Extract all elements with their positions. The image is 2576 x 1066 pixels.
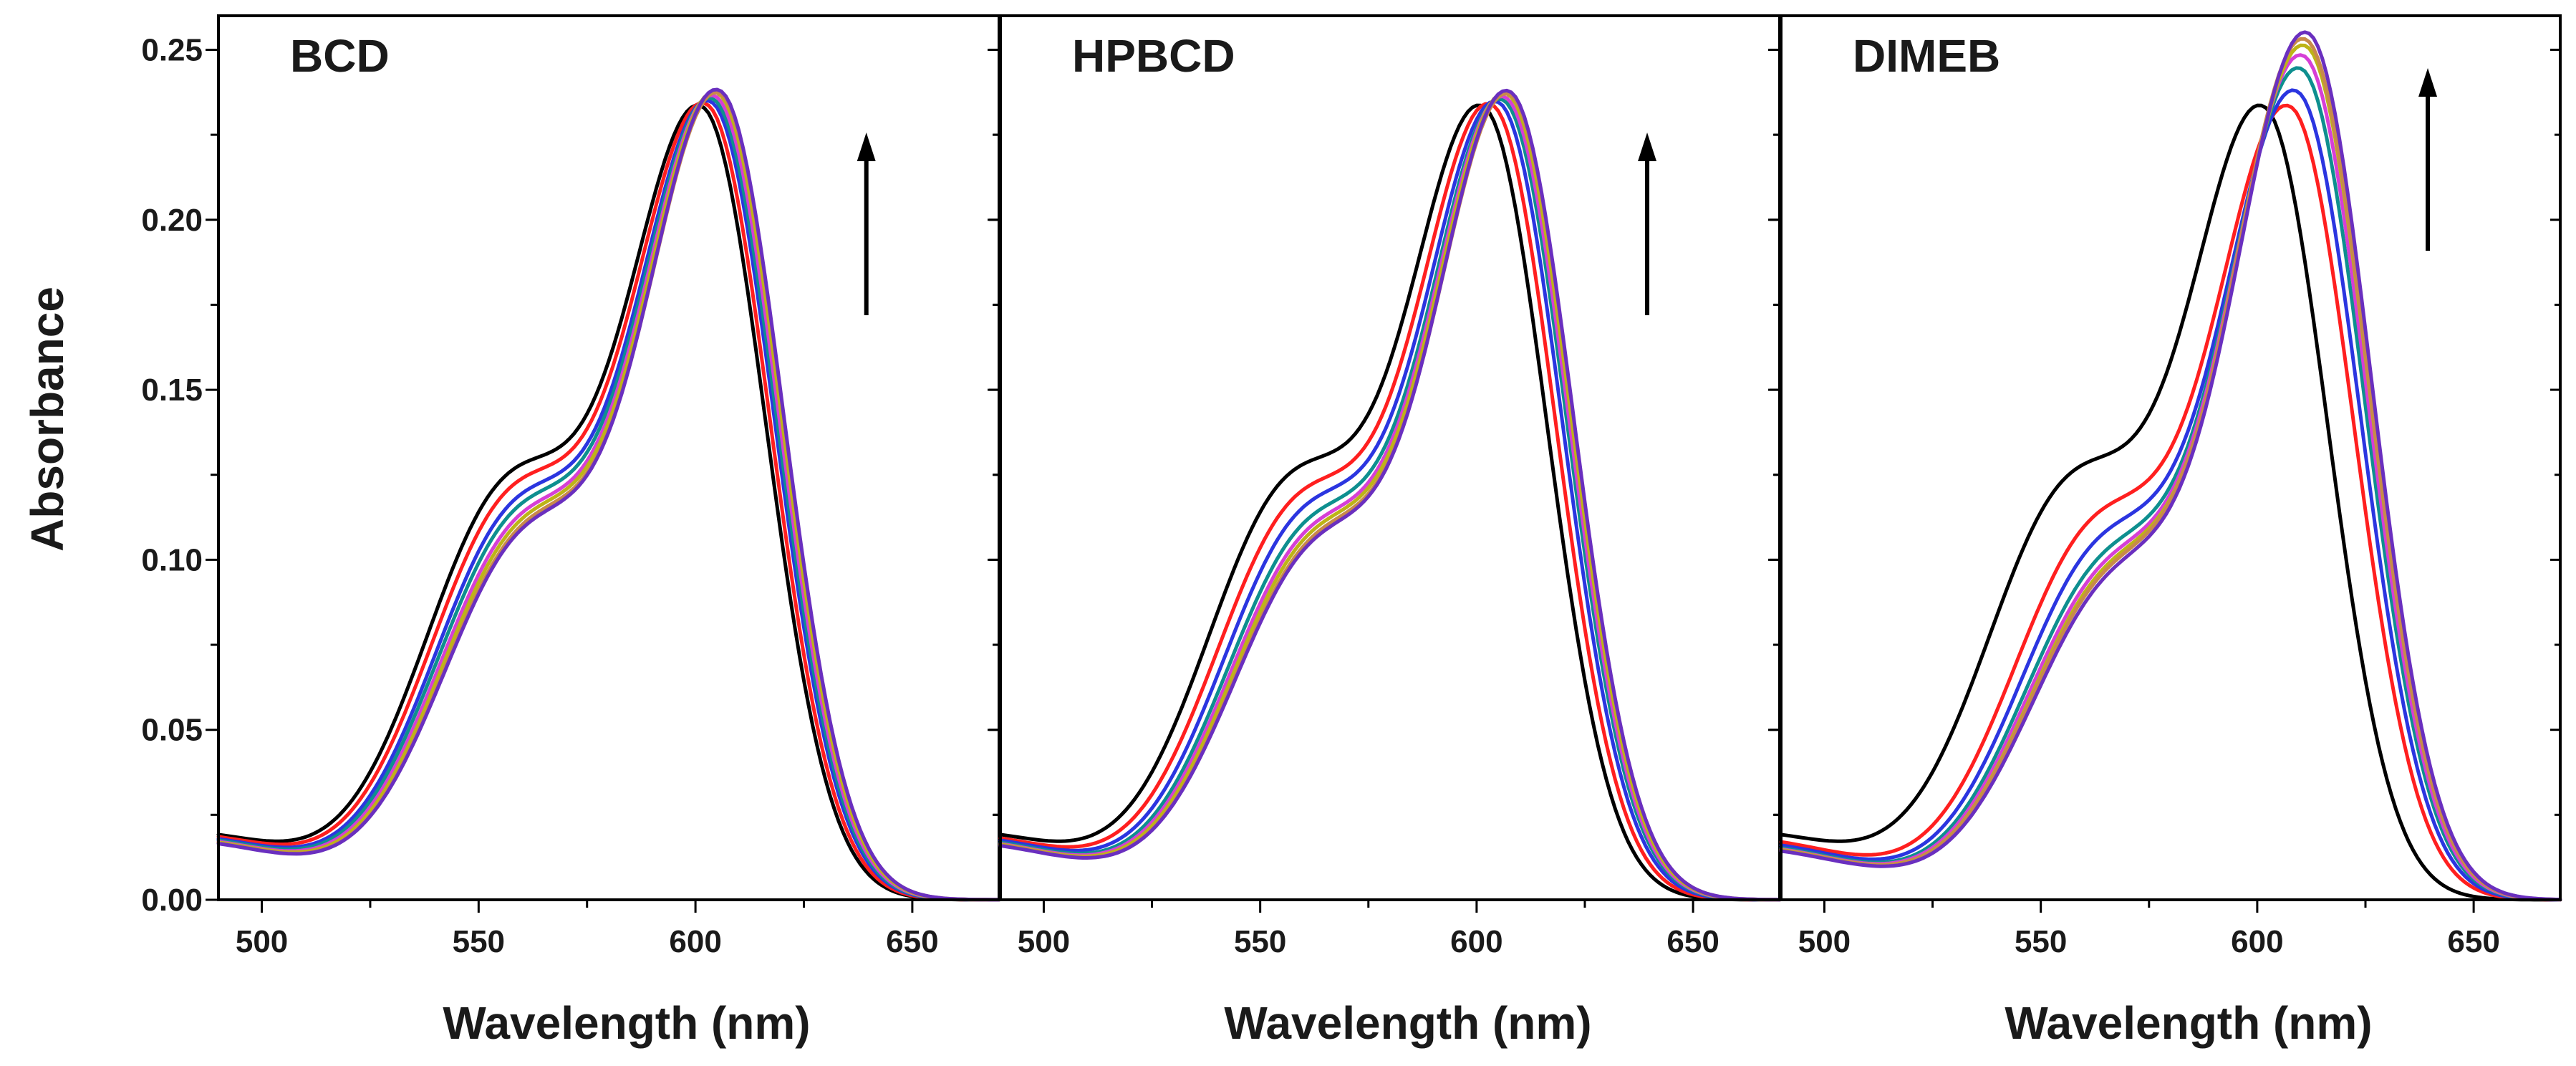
spectrum-line (998, 102, 1782, 902)
spectrum-line (998, 92, 1782, 902)
spectrum-line (216, 101, 1001, 902)
x-tick-label: 500 (236, 924, 288, 959)
spectrum-line (998, 97, 1782, 902)
y-tick-label: 0.25 (141, 32, 203, 67)
x-tick-label: 550 (453, 924, 505, 959)
spectrum-line (998, 91, 1782, 902)
spectra-curves (216, 87, 1001, 902)
x-tick-label: 650 (886, 924, 938, 959)
spectrum-line (998, 99, 1782, 902)
axis-ticks (988, 48, 1780, 913)
axis-ticks (206, 48, 999, 913)
x-tick-label: 550 (2015, 924, 2067, 959)
y-tick-label: 0.05 (141, 713, 203, 748)
spectrum-line (216, 87, 1001, 902)
y-tick-label: 0.10 (141, 542, 203, 577)
y-tick-label: 0.15 (141, 373, 203, 408)
spectrum-line (216, 90, 1001, 902)
spectra-curves (998, 88, 1782, 902)
panel-title: BCD (290, 30, 390, 82)
spectrum-line (216, 99, 1001, 902)
trend-arrow (2418, 68, 2438, 251)
x-tick-label: 600 (2231, 924, 2283, 959)
y-tick-label: 0.00 (141, 883, 203, 918)
y-tick-label: 0.20 (141, 203, 203, 238)
arrow-head (857, 133, 876, 161)
spectrum-line (1779, 30, 2562, 902)
axis-ticks (1768, 48, 2560, 913)
spectrum-line (216, 103, 1001, 902)
panel-dimeb: DIMEB 500 550 600 650 Wavelength (nm) (1768, 14, 2562, 1049)
x-tick-label: 500 (1798, 924, 1851, 959)
x-tick-labels: 500 550 600 650 (1798, 924, 2500, 959)
x-axis-title: Wavelength (nm) (2005, 997, 2372, 1049)
x-tick-labels: 500 550 600 650 (1018, 924, 1719, 959)
plot-frame (1780, 14, 2562, 901)
y-tick-labels: 0.00 0.05 0.10 0.15 0.20 0.25 (141, 32, 203, 918)
spectrum-line (1779, 53, 2562, 902)
panel-bcd: BCD 500 550 600 650 Wavelength (nm) (206, 14, 1001, 1049)
x-tick-label: 650 (1666, 924, 1719, 959)
trend-arrow (857, 133, 876, 315)
panel-title: DIMEB (1853, 30, 2000, 82)
spectrum-line (1779, 103, 2562, 902)
x-tick-label: 650 (2447, 924, 2499, 959)
spectrum-line (998, 95, 1782, 902)
arrow-head (1638, 133, 1657, 161)
trend-arrow (1638, 133, 1657, 315)
spectrum-line (1779, 88, 2562, 902)
x-axis-title: Wavelength (nm) (1224, 997, 1591, 1049)
plot-frame (217, 14, 1000, 901)
arrow-head (2418, 68, 2438, 97)
spectra-curves (1779, 30, 2562, 902)
spectrum-line (998, 103, 1782, 902)
x-tick-label: 600 (669, 924, 721, 959)
x-tick-labels: 500 550 600 650 (236, 924, 939, 959)
spectrum-line (216, 93, 1001, 902)
spectrum-line (1779, 103, 2562, 902)
x-tick-label: 600 (1450, 924, 1502, 959)
spectrum-line (1779, 66, 2562, 902)
y-axis-title: Absorbance (21, 287, 73, 552)
panel-hpbcd: HPBCD 500 550 600 650 Wavelength (nm) (988, 14, 1782, 1049)
spectrum-line (216, 90, 1001, 902)
spectrum-line (998, 88, 1782, 902)
x-tick-label: 500 (1018, 924, 1070, 959)
x-axis-title: Wavelength (nm) (443, 997, 810, 1049)
spectrum-line (216, 96, 1001, 902)
x-tick-label: 550 (1234, 924, 1286, 959)
panel-title: HPBCD (1072, 30, 1235, 82)
